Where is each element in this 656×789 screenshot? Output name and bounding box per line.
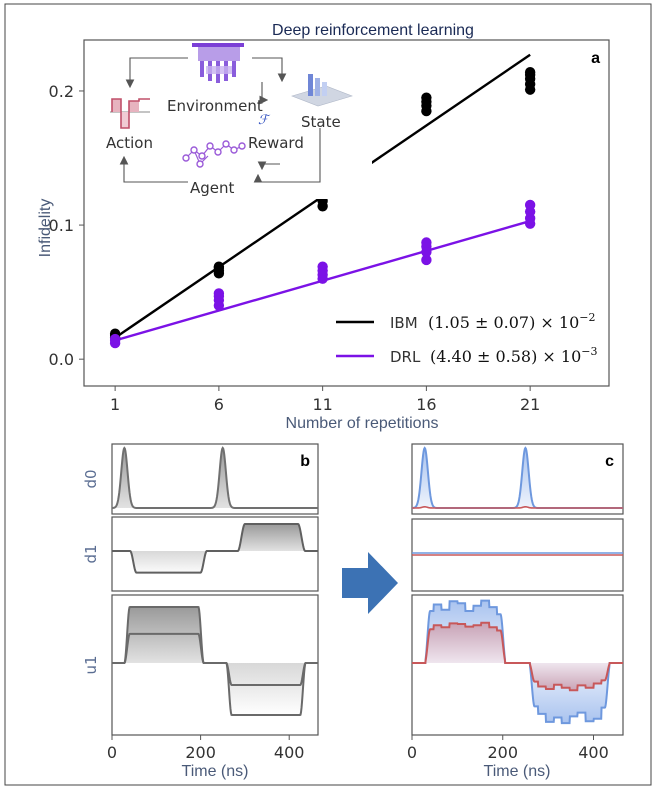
time-tick-label: 200 <box>185 743 216 762</box>
c-d0-trace-blue <box>411 446 623 509</box>
c-d0-fill <box>412 448 623 508</box>
figure-title: Deep reinforcement learning <box>272 22 474 39</box>
panel-c-d0-frame <box>411 443 624 515</box>
b-d1-trace <box>112 523 318 574</box>
b-u1-fill-pos <box>112 607 318 663</box>
data-point-ibm <box>421 92 432 103</box>
x-tick-label: 11 <box>312 395 332 414</box>
inset-agent-label: Agent <box>190 179 235 197</box>
legend-label-ibm: IBM <box>390 314 418 332</box>
panel-b-x-axis-title: Time (ns) <box>182 763 249 780</box>
time-tick-label: 0 <box>407 743 417 762</box>
b-d1-fill-pos <box>112 524 318 551</box>
agent-icon <box>182 140 246 168</box>
time-tick-label: 400 <box>578 743 609 762</box>
channel-label-d1: d1 <box>82 544 100 563</box>
legend: IBM (1.05 ± 0.07) × 10−2 DRL (4.40 ± 0.5… <box>336 311 597 366</box>
panel-b-waveforms <box>111 446 318 716</box>
data-point-drl <box>421 237 432 248</box>
panel-a-x-axis-title: Number of repetitions <box>286 415 439 432</box>
data-point-ibm <box>213 261 225 272</box>
legend-math-drl: (4.40 ± 0.58) × 10−3 <box>430 345 597 366</box>
c-u1-trace-red <box>412 621 623 692</box>
panel-a-y-ticks: 0.0 0.1 0.2 <box>49 82 84 369</box>
time-tick-label: 0 <box>107 743 117 762</box>
loop-arrows <box>119 57 321 183</box>
b-u1-fill-neg <box>112 663 318 715</box>
inset-reward-label: Reward <box>248 134 304 152</box>
b-d1-fill-neg <box>112 551 318 575</box>
panel-c-x-axis-title: Time (ns) <box>484 763 551 780</box>
panel-a-axes-frame <box>83 39 610 387</box>
panel-c-waveforms <box>411 446 623 725</box>
data-point-drl <box>421 254 432 266</box>
c-u1-fill-red-pos <box>412 622 623 663</box>
b-d0-fill <box>112 448 318 508</box>
panel-a-x-ticks: 1 6 11 16 21 <box>110 386 540 414</box>
data-point-ibm <box>524 66 536 78</box>
state-icon <box>291 74 353 107</box>
panel-c: c 0 200 400 Time (ns) <box>407 443 624 780</box>
panel-letter-b: b <box>300 453 310 470</box>
b-d0-trace <box>111 446 318 509</box>
x-tick-label: 21 <box>520 395 540 414</box>
time-tick-label: 400 <box>274 743 305 762</box>
legend-math-ibm: (1.05 ± 0.07) × 10−2 <box>428 311 595 332</box>
data-point-drl <box>524 199 536 211</box>
panel-b-d1-frame <box>111 516 319 592</box>
action-icon <box>110 98 150 129</box>
data-point-drl <box>317 261 328 272</box>
inset-background <box>102 41 372 199</box>
time-tick-label: 200 <box>487 743 518 762</box>
fidelity-symbol: ℱ <box>258 113 271 128</box>
b-u1-trace-b <box>112 632 318 686</box>
panel-a-data-points <box>109 66 536 349</box>
y-tick-label: 0.2 <box>49 82 74 101</box>
transform-arrow <box>342 552 398 614</box>
panel-a-y-axis-title: Infidelity <box>37 199 54 258</box>
data-point-drl <box>109 333 121 345</box>
panel-c-x-ticks: 0 200 400 <box>407 735 609 762</box>
environment-icon <box>192 43 244 83</box>
figure-border <box>4 3 652 786</box>
data-point-drl <box>213 288 225 299</box>
inset-environment-label: Environment <box>167 97 263 115</box>
channel-label-u1: u1 <box>82 655 100 674</box>
panel-c-u1-frame <box>411 594 624 736</box>
x-tick-label: 1 <box>110 395 120 414</box>
panel-a: Deep reinforcement learning a 0.00.10.2 … <box>37 22 610 432</box>
x-tick-label: 6 <box>214 395 224 414</box>
panel-b-d0-frame <box>111 443 319 515</box>
y-tick-label: 0.1 <box>49 216 74 235</box>
inset-state-label: State <box>301 113 341 131</box>
panel-letter-a: a <box>591 50 600 67</box>
panel-letter-c: c <box>605 453 614 470</box>
panel-b-u1-frame <box>111 594 319 736</box>
x-tick-label: 16 <box>416 395 436 414</box>
y-tick-label: 0.0 <box>49 350 74 369</box>
rl-loop-diagram: Environment State Action ℱ Reward <box>102 41 372 199</box>
channel-label-d0: d0 <box>82 469 100 488</box>
c-u1-fill-red-neg <box>412 663 623 691</box>
inset-action-label: Action <box>106 134 153 152</box>
panel-b: b d0 d1 u1 0 200 400 Time (ns) <box>82 443 319 780</box>
legend-label-drl: DRL <box>390 348 421 366</box>
c-d0-trace-red <box>412 505 623 509</box>
panel-b-x-ticks: 0 200 400 <box>107 735 305 762</box>
